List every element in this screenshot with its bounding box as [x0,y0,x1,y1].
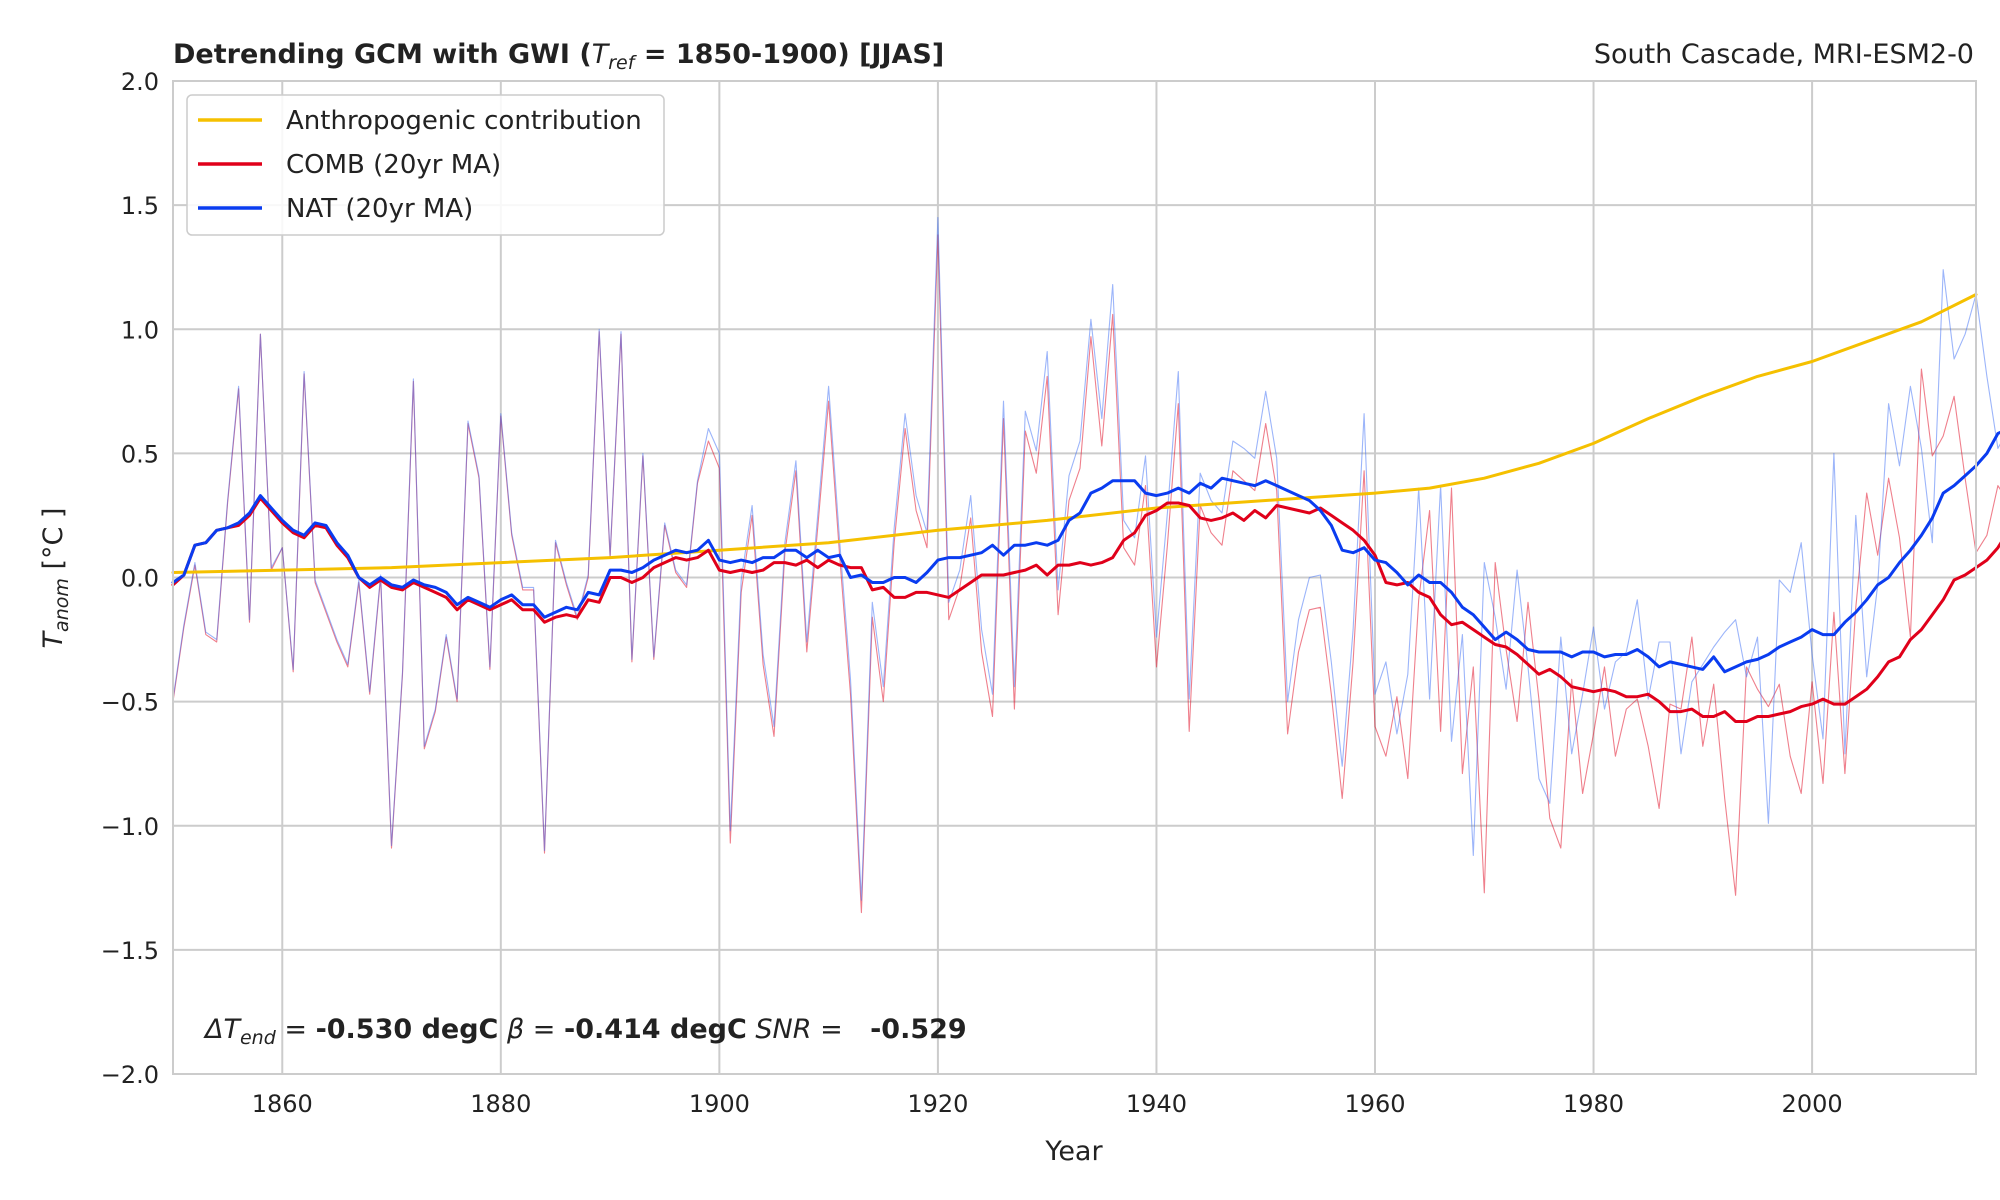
y-tick-label: −1.0 [101,813,159,841]
y-tick-label: 1.5 [121,192,159,220]
x-tick-labels: 1860 1880 1900 1920 1940 1960 1980 2000 [252,1090,1843,1118]
x-tick-label: 1860 [252,1090,313,1118]
series-nat-ma-line [171,430,2000,674]
y-tick-label: 0.5 [121,440,159,468]
y-tick-label: −2.0 [101,1061,159,1089]
series-nat-annual-line [172,216,2000,901]
series-group [171,216,2000,914]
stats-annotation: ΔTend = -0.530 degC β = -0.414 degC SNR … [203,1014,967,1049]
x-axis-label: Year [1044,1136,1103,1167]
legend: Anthropogenic contribution COMB (20yr MA… [186,94,665,236]
x-tick-label: 2000 [1782,1090,1843,1118]
chart-subtitle: South Cascade, MRI-ESM2-0 [1594,39,1974,70]
legend-box [186,94,665,236]
x-tick-label: 1900 [689,1090,750,1118]
x-tick-label: 1920 [907,1090,968,1118]
y-tick-labels: −2.0 −1.5 −1.0 −0.5 0.0 0.5 1.0 1.5 2.0 [101,68,159,1089]
y-tick-label: 1.0 [121,316,159,344]
series-comb-ma-line [171,496,2000,723]
chart-title: Detrending GCM with GWI (Tref = 1850-190… [173,39,944,74]
y-tick-label: 2.0 [121,68,159,96]
legend-label-anthropogenic: Anthropogenic contribution [286,106,642,136]
x-tick-label: 1940 [1126,1090,1187,1118]
y-axis-label: Tanom [°C ] [38,508,73,649]
y-tick-label: −1.5 [101,937,159,965]
x-tick-label: 1980 [1563,1090,1624,1118]
series-anthropogenic-line [171,293,1978,574]
y-tick-label: −0.5 [101,689,159,717]
legend-label-comb: COMB (20yr MA) [286,150,501,180]
plot-frame [172,80,1977,1075]
x-tick-label: 1960 [1344,1090,1405,1118]
x-tick-label: 1880 [470,1090,531,1118]
y-tick-label: 0.0 [121,565,159,593]
legend-label-nat: NAT (20yr MA) [286,194,473,224]
